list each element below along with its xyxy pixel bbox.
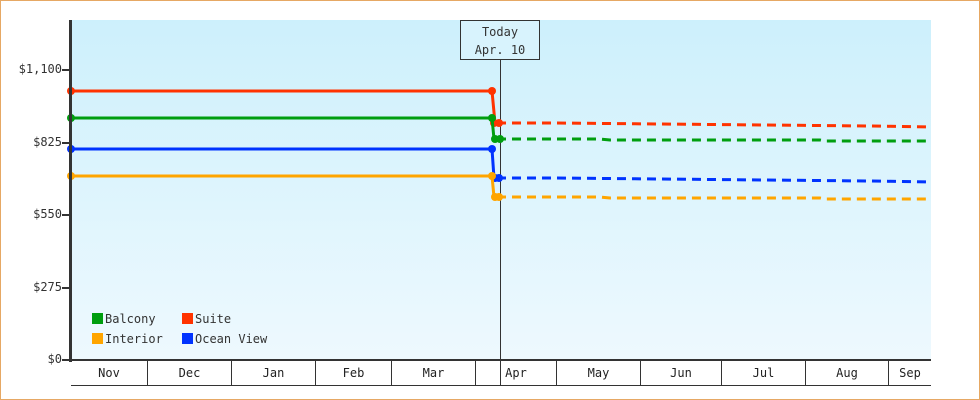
balcony-swatch: [92, 313, 103, 324]
y-tick-label: $275: [33, 280, 62, 294]
suite-swatch: [182, 313, 193, 324]
y-tick: [62, 287, 70, 289]
ocean-view-swatch: [182, 333, 193, 344]
month-label: Jan: [231, 361, 315, 385]
today-date: Apr. 10: [474, 43, 526, 57]
month-label: May: [556, 361, 640, 385]
month-label: Dec: [147, 361, 231, 385]
legend-item-ocean-view: Ocean View: [182, 332, 267, 346]
month-label: Mar: [391, 361, 475, 385]
legend-label: Balcony: [105, 312, 156, 326]
legend-item-suite: Suite: [182, 312, 231, 326]
series-interior: [67, 172, 931, 201]
y-axis: [69, 20, 72, 362]
y-tick: [62, 69, 70, 71]
month-label: Apr: [475, 361, 556, 385]
month-label: Jun: [640, 361, 721, 385]
legend-item-interior: Interior: [92, 332, 163, 346]
month-label: Sep: [888, 361, 931, 385]
y-tick-label: $825: [33, 135, 62, 149]
y-tick: [62, 214, 70, 216]
y-tick: [62, 142, 70, 144]
today-annotation: Today Apr. 10: [460, 20, 540, 60]
month-axis: Nov Dec Jan Feb Mar Apr May Jun Jul Aug …: [71, 361, 931, 386]
month-label: Nov: [98, 366, 120, 380]
series-balcony: [67, 114, 931, 143]
y-tick-label: $1,100: [18, 62, 62, 76]
legend-label: Interior: [105, 332, 163, 346]
x-axis: [69, 359, 931, 361]
month-label: Feb: [315, 361, 391, 385]
y-tick-label: $0: [47, 352, 62, 366]
y-tick-label: $550: [33, 207, 62, 221]
legend-item-balcony: Balcony: [92, 312, 156, 326]
today-label: Today: [481, 25, 519, 39]
interior-swatch: [92, 333, 103, 344]
month-label: Jul: [721, 361, 805, 385]
plot-area: [71, 20, 931, 360]
legend-label: Ocean View: [195, 332, 268, 346]
month-label: Aug: [805, 361, 888, 385]
series-suite: [67, 87, 932, 129]
legend-label: Suite: [195, 312, 232, 326]
today-marker-line: [500, 60, 501, 385]
y-tick: [62, 359, 70, 361]
